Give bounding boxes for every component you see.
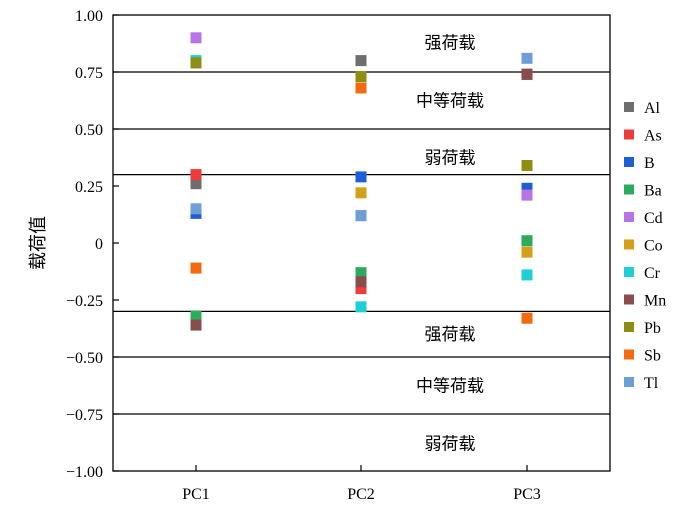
point-Mn-PC1 — [190, 319, 202, 331]
legend-marker-B — [624, 157, 634, 167]
point-Cd-PC1 — [190, 32, 202, 44]
y-tick-label-4: 0 — [95, 236, 103, 253]
x-tick-label-0: PC1 — [182, 486, 210, 503]
point-As-PC2 — [355, 283, 367, 295]
band-label-4: 中等荷载 — [416, 377, 484, 396]
point-Pb-PC3 — [521, 159, 533, 171]
point-Cr-PC2 — [355, 301, 367, 313]
x-tick-label-2: PC3 — [513, 486, 541, 503]
legend-label-Mn: Mn — [644, 293, 666, 310]
point-Ba-PC3 — [521, 235, 533, 247]
legend-label-Sb: Sb — [644, 348, 661, 365]
point-Tl-PC1 — [190, 203, 202, 215]
point-Cd-PC3 — [521, 189, 533, 201]
legend-marker-Co — [624, 239, 634, 250]
legend-marker-Ba — [624, 184, 634, 195]
legend: Al As B Ba Cd Co Cr Mn Pb Sb Tl — [624, 100, 666, 392]
point-Cr-PC3 — [521, 269, 533, 281]
point-As-PC1 — [190, 169, 202, 181]
band-label-5: 弱荷载 — [425, 435, 476, 454]
legend-marker-As — [624, 129, 634, 140]
legend-marker-Sb — [624, 349, 634, 360]
threshold-lines — [113, 71, 610, 415]
legend-marker-Pb — [624, 322, 634, 332]
band-label-1: 中等荷载 — [416, 92, 484, 111]
legend-label-B: B — [644, 155, 655, 172]
y-tick-label-3: 0.25 — [75, 179, 103, 196]
point-Sb-PC2 — [355, 82, 367, 94]
legend-label-Pb: Pb — [644, 320, 661, 337]
legend-marker-Al — [624, 102, 634, 112]
band-label-2: 弱荷载 — [425, 149, 476, 168]
point-Pb-PC1 — [190, 57, 202, 69]
legend-label-Co: Co — [644, 238, 663, 255]
point-Sb-PC1 — [190, 262, 202, 274]
y-tick-label-7: −0.75 — [66, 407, 103, 424]
point-Pb-PC2 — [355, 71, 367, 83]
data-points — [190, 32, 533, 331]
legend-label-Ba: Ba — [644, 183, 662, 200]
point-Ba-PC2 — [355, 267, 367, 279]
legend-label-Tl: Tl — [644, 375, 659, 392]
y-tick-label-1: 0.75 — [75, 65, 103, 82]
legend-marker-Cr — [624, 267, 634, 277]
band-label-3: 强荷载 — [425, 325, 476, 344]
point-B-PC2 — [355, 171, 367, 183]
legend-label-Cr: Cr — [644, 265, 661, 282]
point-B-PC3 — [521, 182, 533, 194]
point-Al-PC1 — [190, 178, 202, 190]
point-Tl-PC3 — [521, 52, 533, 64]
y-tick-label-6: −0.50 — [66, 350, 103, 367]
point-Sb-PC3 — [521, 312, 533, 324]
y-tick-label-5: −0.25 — [66, 293, 103, 310]
y-tick-label-2: 0.50 — [75, 122, 103, 139]
legend-label-As: As — [644, 128, 662, 145]
point-Co-PC3 — [521, 246, 533, 258]
point-Tl-PC2 — [355, 210, 367, 222]
point-Mn-PC3 — [521, 68, 533, 80]
point-Ba-PC1 — [190, 310, 202, 322]
legend-marker-Cd — [624, 212, 634, 222]
y-tick-label-0: 1.00 — [75, 8, 103, 25]
point-Mn-PC2 — [355, 276, 367, 288]
point-Co-PC2 — [355, 187, 367, 199]
legend-marker-Tl — [624, 377, 634, 387]
band-label-0: 强荷载 — [425, 33, 476, 52]
legend-label-Cd: Cd — [644, 210, 663, 227]
legend-marker-Mn — [624, 294, 634, 305]
point-Al-PC2 — [355, 55, 367, 67]
y-tick-label-8: −1.00 — [66, 464, 103, 481]
y-axis-label: 载荷值 — [28, 216, 48, 270]
x-tick-label-1: PC2 — [347, 486, 375, 503]
legend-label-Al: Al — [644, 100, 661, 117]
x-axis: PC1 PC2 PC3 — [182, 465, 541, 503]
y-axis: 1.00 0.75 0.50 0.25 0 −0.25 −0.50 −0.75 −1.00 — [66, 8, 119, 481]
